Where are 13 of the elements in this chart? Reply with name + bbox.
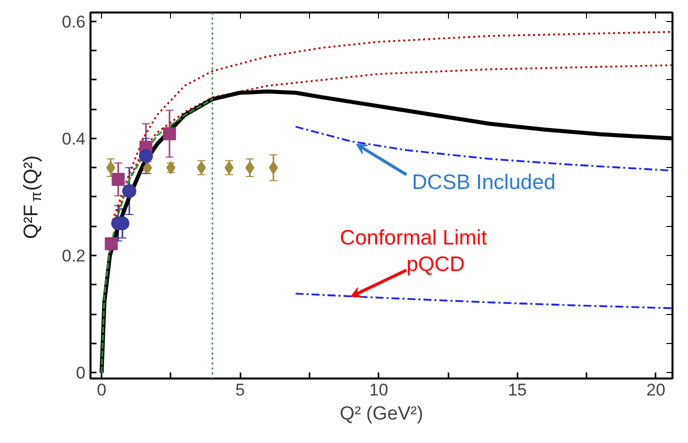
x-tick-label: 20 <box>646 380 666 400</box>
annotation: Conformal Limit pQCD <box>340 226 488 276</box>
y-tick-label: 0 <box>76 364 86 383</box>
y-tick-label: 0.4 <box>62 129 86 148</box>
x-axis-title: Q² (GeV²) <box>340 404 424 424</box>
y-tick-label: 0.6 <box>62 12 86 32</box>
annotation: DCSB Included <box>412 171 556 194</box>
y-tick-label: 0.2 <box>62 246 86 266</box>
x-tick-label: 0 <box>96 380 106 400</box>
x-tick-label: 10 <box>369 380 388 400</box>
x-tick-label: 15 <box>508 380 527 400</box>
y-axis-title: Q²Fπ(Q²) <box>20 155 45 239</box>
x-tick-label: 5 <box>235 380 245 400</box>
